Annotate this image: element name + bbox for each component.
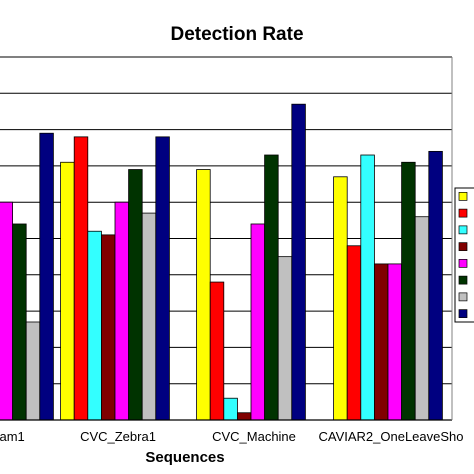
x-tick-label: CVC_Machine xyxy=(212,429,296,444)
legend-swatch xyxy=(458,275,468,285)
bar-CVC_Machine-series-3 xyxy=(223,397,238,421)
bar-CVC_Machine-series-2 xyxy=(209,281,225,421)
x-axis-label: Sequences xyxy=(145,449,224,466)
plot-frame xyxy=(0,56,453,421)
bar-CAVIAR2_OneLeaveSho-series-4 xyxy=(373,263,389,421)
bar-CVC_Machine-series-1 xyxy=(196,169,211,421)
legend-swatch xyxy=(458,208,468,218)
legend-swatch xyxy=(458,292,468,302)
bar-t_Cam1-series-5 xyxy=(0,201,14,421)
bar-CVC_Machine-series-4 xyxy=(236,412,252,421)
bar-CVC_Zebra1-series-2 xyxy=(73,136,89,421)
bar-CVC_Machine-series-5 xyxy=(250,223,266,421)
bars xyxy=(0,103,443,421)
legend-swatch xyxy=(458,309,468,318)
bar-CVC_Machine-series-7 xyxy=(277,256,293,421)
bar-CVC_Machine-series-8 xyxy=(291,103,306,421)
bar-CVC_Zebra1-series-7 xyxy=(141,212,157,421)
bar-CAVIAR2_OneLeaveSho-series-7 xyxy=(414,216,430,421)
legend-swatch xyxy=(458,192,468,201)
bar-CVC_Zebra1-series-4 xyxy=(101,234,116,421)
bar-CVC_Machine-series-6 xyxy=(264,154,279,421)
legend-swatch xyxy=(458,225,468,235)
x-tick-labels: t_Cam1 CVC_Zebra1 CVC_Machine CAVIAR2_OneLe… xyxy=(0,429,464,444)
bar-CAVIAR2_OneLeaveSho-series-5 xyxy=(387,263,403,421)
bar-CVC_Zebra1-series-5 xyxy=(114,201,130,421)
bar-CAVIAR2_OneLeaveSho-series-1 xyxy=(333,176,348,421)
x-tick-label: CAVIAR2_OneLeaveSho xyxy=(318,429,463,444)
bar-CVC_Zebra1-series-6 xyxy=(128,169,143,421)
legend-swatch xyxy=(458,259,468,268)
bar-CAVIAR2_OneLeaveSho-series-3 xyxy=(360,154,375,421)
bar-CVC_Zebra1-series-1 xyxy=(60,161,75,421)
x-tick-label: CVC_Zebra1 xyxy=(80,429,156,444)
bar-CAVIAR2_OneLeaveSho-series-2 xyxy=(346,245,362,421)
legend-box xyxy=(454,187,474,323)
bar-CVC_Zebra1-series-3 xyxy=(87,230,102,421)
bar-t_Cam1-series-7 xyxy=(25,321,41,421)
bar-t_Cam1-series-8 xyxy=(39,132,54,421)
chart-title: Detection Rate xyxy=(170,24,303,45)
bar-CAVIAR2_OneLeaveSho-series-8 xyxy=(428,150,443,421)
bar-t_Cam1-series-6 xyxy=(12,223,27,421)
legend xyxy=(454,187,474,323)
legend-swatch xyxy=(458,242,468,251)
bar-CAVIAR2_OneLeaveSho-series-6 xyxy=(401,161,416,421)
bar-CVC_Zebra1-series-8 xyxy=(155,136,170,421)
x-tick-label: t_Cam1 xyxy=(0,429,25,444)
